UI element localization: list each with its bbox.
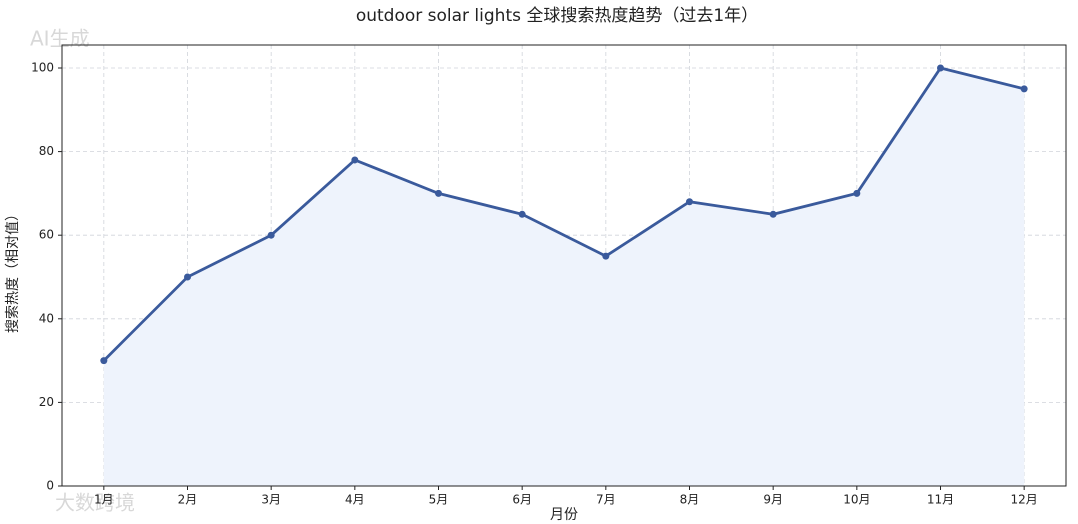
point	[853, 189, 861, 197]
x-tick-label: 7月	[596, 493, 616, 507]
point	[100, 357, 108, 365]
x-tick-label: 12月	[1011, 493, 1038, 507]
x-tick-label: 11月	[927, 493, 954, 507]
y-tick-label: 100	[31, 60, 54, 74]
point	[602, 252, 610, 260]
point	[435, 189, 442, 197]
x-tick-label: 2月	[178, 493, 198, 507]
y-tick-label: 60	[39, 228, 54, 242]
plot-frame	[61, 44, 1067, 487]
point	[184, 273, 191, 281]
point	[686, 198, 693, 206]
point	[351, 156, 359, 164]
y-tick-label: 0	[46, 479, 54, 493]
y-tick-label: 80	[39, 144, 54, 158]
x-axis-label: 月份	[550, 507, 578, 523]
point	[518, 210, 526, 218]
watermark: AI生成	[30, 27, 90, 51]
x-tick-label: 4月	[345, 493, 365, 507]
y-tick-label: 20	[39, 395, 54, 409]
x-tick-label: 10月	[843, 493, 870, 507]
x-tick-label: 1月	[94, 493, 114, 507]
x-tick-label: 8月	[680, 493, 700, 507]
line	[102, 66, 1025, 362]
y-axis-label: 搜索热度（相对值）	[4, 207, 21, 333]
x-tick-label: 6月	[512, 493, 532, 507]
watermark: 大数跨境	[55, 491, 135, 515]
point	[267, 231, 275, 239]
x-tick-label: 3月	[261, 493, 281, 507]
point	[769, 210, 777, 218]
y-tick-label: 40	[39, 311, 54, 325]
point	[937, 64, 944, 72]
x-tick-label: 9月	[763, 493, 783, 507]
point	[1020, 85, 1028, 93]
chart-title: outdoor solar lights 全球搜索热度趋势（过去1年）	[356, 6, 758, 26]
x-tick-label: 5月	[429, 493, 449, 507]
area	[103, 67, 1025, 486]
